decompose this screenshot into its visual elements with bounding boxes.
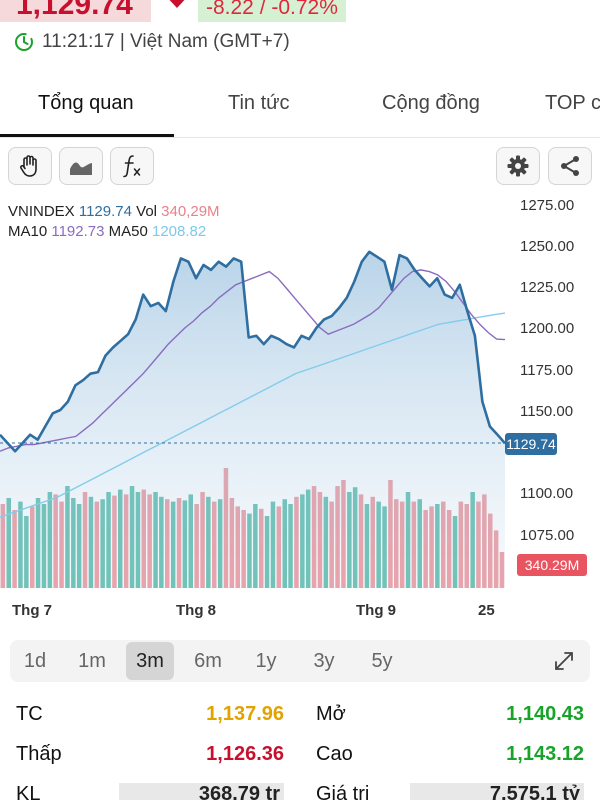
ma10-line (0, 269, 506, 452)
stat-low-label: Thấp (16, 743, 62, 765)
stat-reference-label: TC (16, 703, 43, 725)
y-tick-label: 1100.00 (520, 485, 573, 502)
chart-canvas[interactable]: 1275.00 1250.00 1225.00 1200.00 1175.00 1150.… (0, 190, 600, 630)
legend-ma10: 1192.73 (51, 223, 105, 240)
legend-vol: 340,29M (161, 203, 220, 220)
tab-news[interactable]: Tin tức (228, 92, 290, 114)
legend-ma50: 1208.82 (152, 223, 207, 240)
range-3m[interactable]: 3m (126, 642, 174, 680)
legend-ma50-label: MA50 (108, 223, 148, 240)
clock-icon (15, 33, 33, 51)
legend-row-2: MA10 1192.73 MA50 1208.82 (8, 223, 206, 240)
indicator-button[interactable] (110, 147, 154, 185)
price-change: -8.22 / -0.72% (198, 0, 346, 22)
y-tick-label: 1075.00 (520, 527, 574, 544)
stat-high-label: Cao (316, 743, 353, 765)
stat-reference-value: 1,137.96 (206, 703, 284, 725)
y-tick-label: 1225.00 (520, 279, 574, 296)
stat-volume-value: 368.79 tr (118, 783, 284, 800)
legend-symbol: VNINDEX (8, 203, 75, 220)
share-icon (561, 156, 579, 176)
last-price-tag (505, 433, 557, 455)
stat-value-value: 7,575.1 tỷ (409, 783, 584, 800)
last-volume-tag (517, 554, 587, 576)
price-chart[interactable]: 1275.00 1250.00 1225.00 1200.00 1175.00 1150.… (0, 190, 600, 630)
x-tick-label: Thg 8 (176, 602, 216, 619)
price-line (0, 250, 506, 453)
function-icon (123, 155, 141, 178)
x-tick-label: Thg 9 (356, 602, 396, 619)
area-chart-icon (70, 162, 92, 175)
tab-overview[interactable]: Tổng quan (38, 92, 134, 114)
range-5y[interactable]: 5y (371, 650, 393, 672)
legend-ma10-label: MA10 (8, 223, 48, 240)
time-row: 11:21:17 | Việt Nam (GMT+7) (14, 30, 290, 54)
chart-type-button[interactable] (59, 147, 103, 185)
y-tick-label: 1250.00 (520, 238, 574, 255)
legend-last: 1129.74 (78, 203, 132, 220)
header: 1,129.74 -8.22 / -0.72% 11:21:17 | Việt … (0, 0, 600, 70)
hand-tool-button[interactable] (8, 147, 52, 185)
legend-vol-label: Vol (136, 203, 157, 220)
ma50-line (0, 312, 506, 518)
stat-volume-label: KL (16, 783, 41, 800)
stat-low-value: 1,126.36 (206, 743, 284, 765)
price-area (0, 251, 505, 589)
stat-value-label: Giá trị (316, 783, 370, 800)
index-price: 1,129.74 (0, 0, 151, 22)
x-tick-label: 25 (478, 602, 495, 619)
legend-row-1: VNINDEX 1129.74 Vol 340,29M (8, 203, 220, 220)
range-1m[interactable]: 1m (78, 650, 106, 672)
stat-high-value: 1,143.12 (506, 743, 584, 765)
hand-icon (20, 155, 37, 177)
y-tick-label: 1275.00 (520, 197, 574, 214)
stat-value: Giá trị 7,575.1 tỷ (316, 783, 584, 800)
y-tick-label: 1200.00 (520, 320, 574, 337)
y-tick-label: 1150.00 (520, 403, 573, 420)
stat-reference: TC 1,137.96 (16, 703, 284, 733)
tab-bar: Tổng quan Tin tức Cộng đồng TOP c (0, 78, 600, 138)
last-price-label: 1129.74 (506, 436, 556, 452)
range-selector: 1d 1m 3m 6m 1y 3y 5y (10, 640, 590, 682)
range-1d[interactable]: 1d (23, 650, 47, 672)
range-1y[interactable]: 1y (255, 650, 277, 672)
time-text: 11:21:17 | Việt Nam (GMT+7) (42, 31, 290, 52)
expand-icon[interactable] (552, 649, 576, 673)
settings-button[interactable] (496, 147, 540, 185)
tab-top[interactable]: TOP c (545, 92, 600, 114)
stat-open: Mở 1,140.43 (316, 703, 584, 733)
stat-low: Thấp 1,126.36 (16, 743, 284, 773)
active-tab-underline (0, 134, 174, 137)
x-tick-label: Thg 7 (12, 602, 52, 619)
gear-icon (507, 155, 529, 177)
stat-volume: KL 368.79 tr (16, 783, 284, 800)
stat-open-label: Mở (316, 703, 346, 725)
range-3y[interactable]: 3y (313, 650, 335, 672)
tab-community[interactable]: Cộng đồng (382, 92, 480, 114)
stat-open-value: 1,140.43 (506, 703, 584, 725)
down-arrow-icon (164, 0, 190, 8)
range-6m[interactable]: 6m (194, 650, 222, 672)
y-tick-label: 1175.00 (520, 362, 573, 379)
last-volume-label: 340.29M (525, 557, 579, 573)
stat-high: Cao 1,143.12 (316, 743, 584, 773)
share-button[interactable] (548, 147, 592, 185)
